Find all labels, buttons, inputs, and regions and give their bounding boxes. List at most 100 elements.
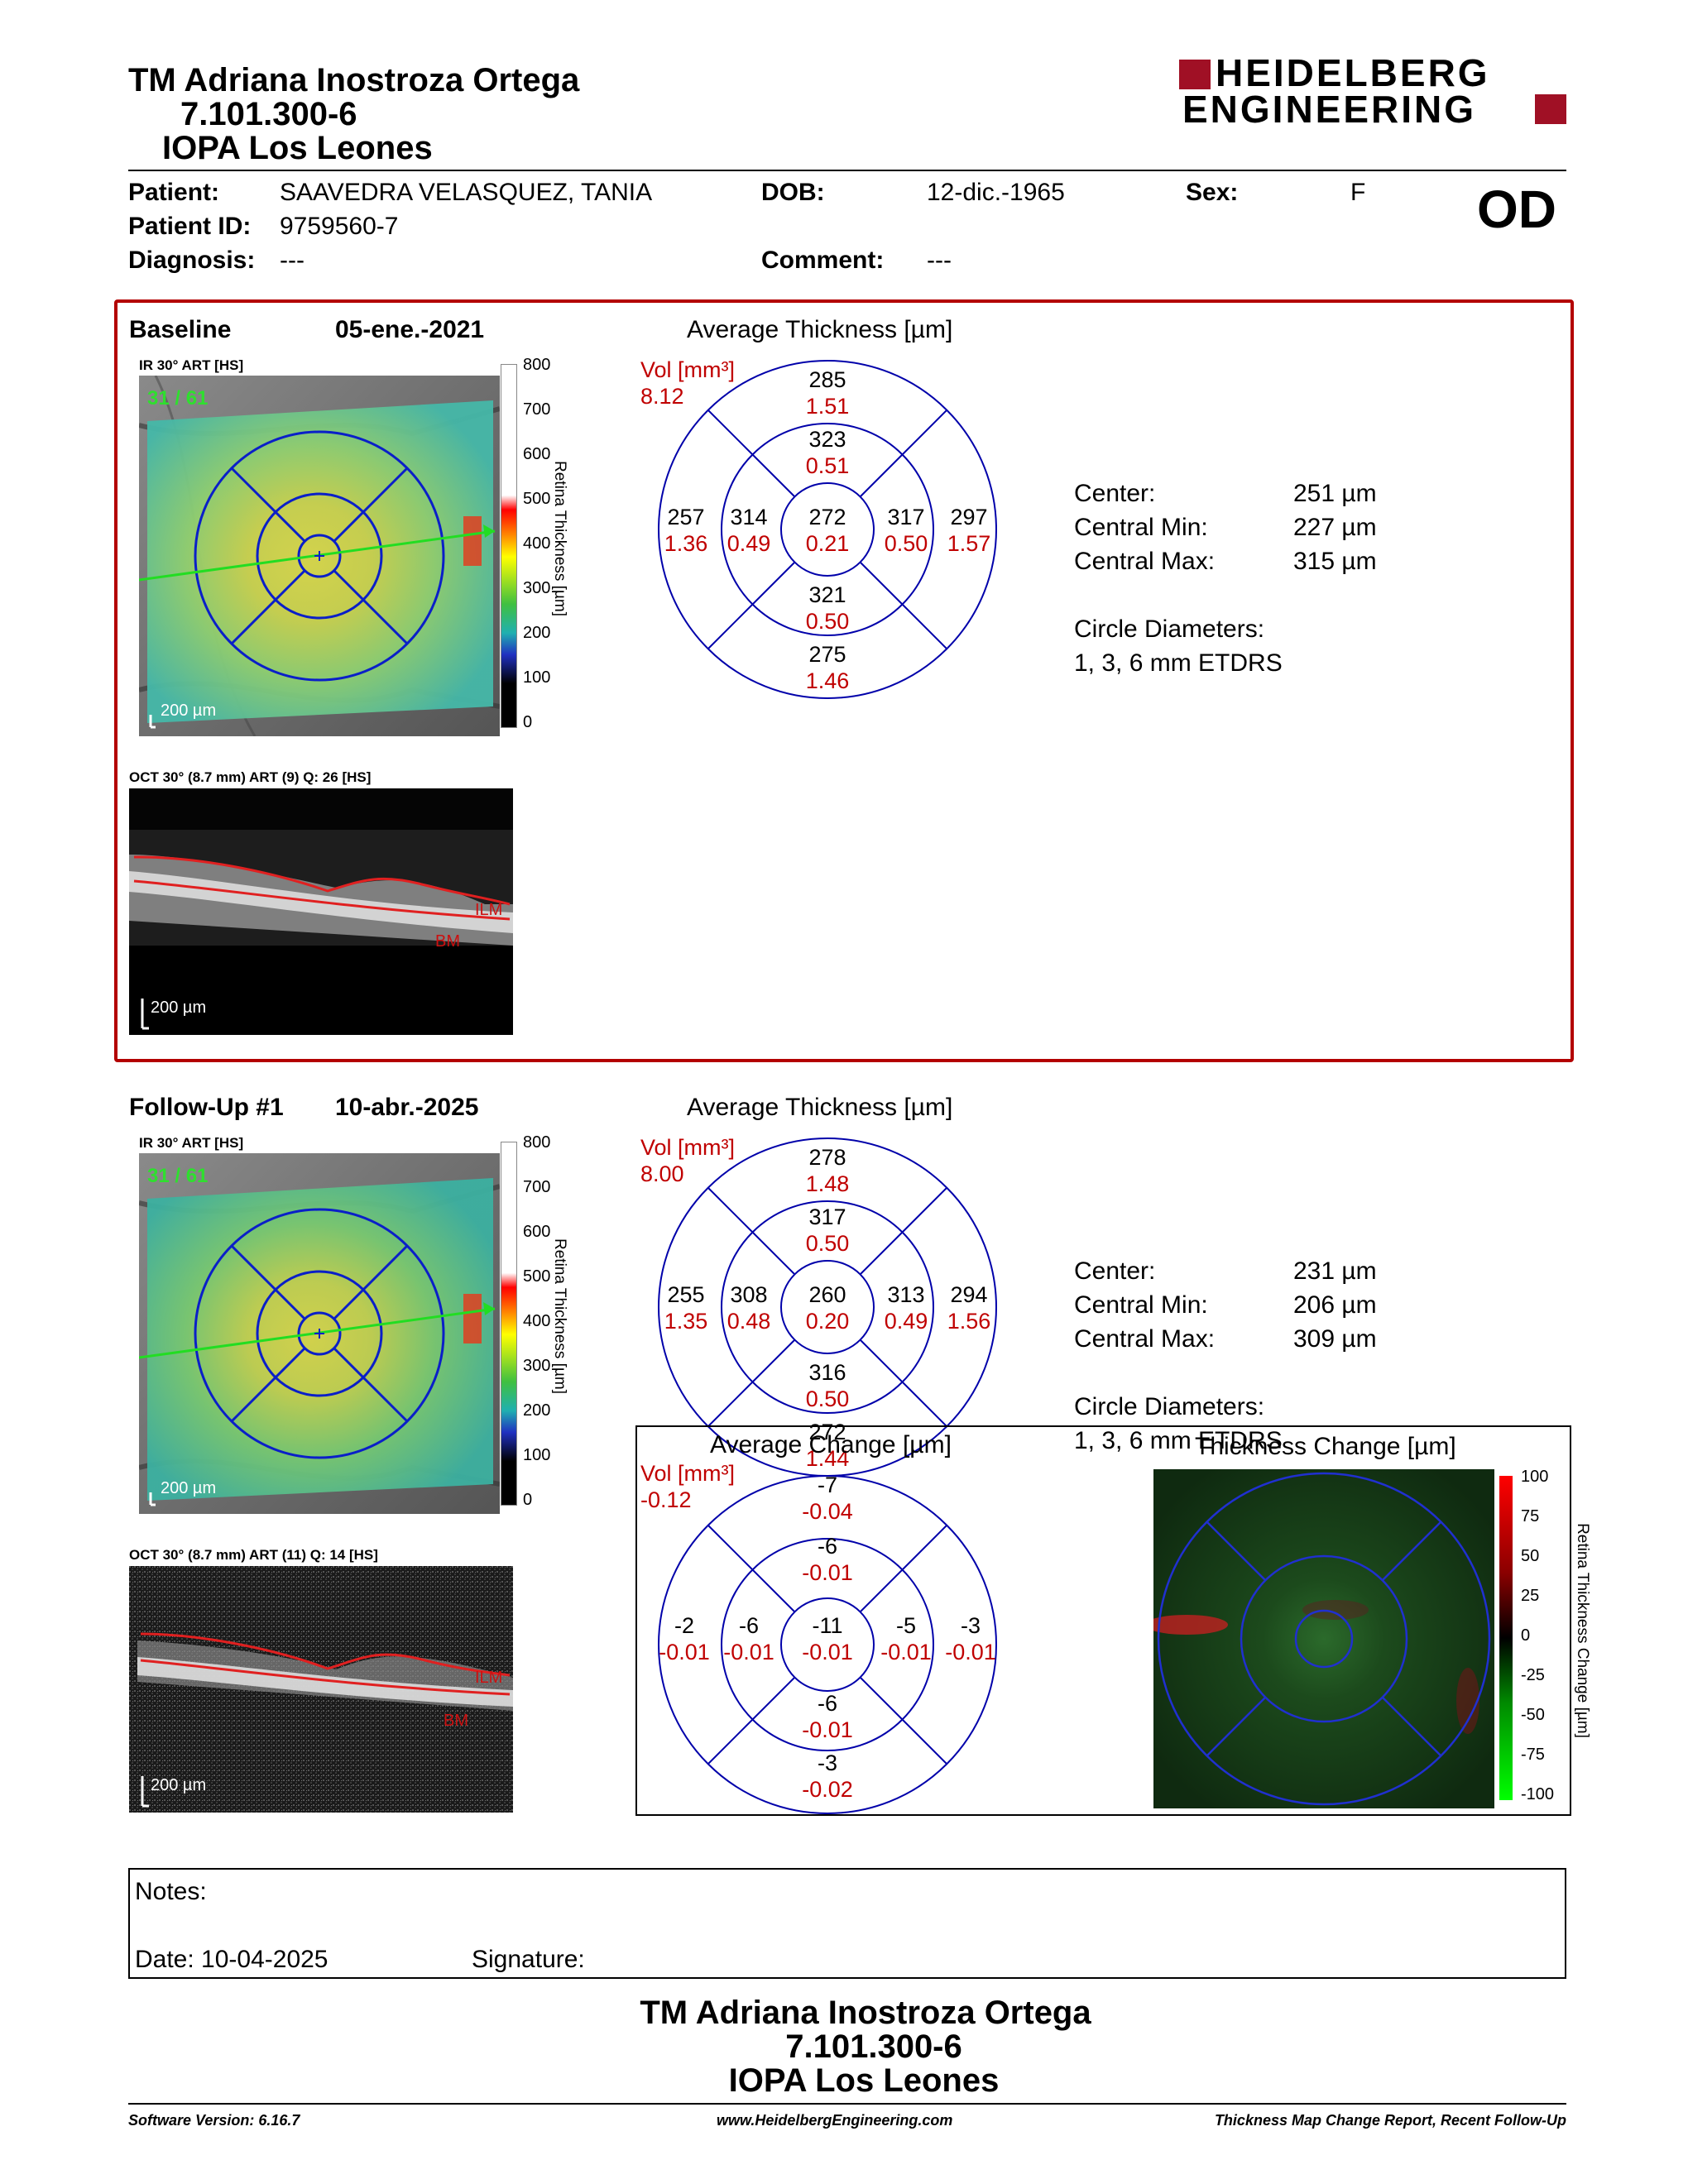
notes-label: Notes:: [135, 1878, 207, 1905]
grid-outer-top-volume: -0.04: [802, 1499, 853, 1524]
change-colorbar-title: Retina Thickness Change [µm]: [1574, 1523, 1591, 1738]
grid-outer-bottom-thickness: 275: [808, 642, 846, 667]
grid-inner-left-volume: 0.48: [727, 1309, 771, 1334]
baseline-colorbar: [501, 364, 517, 728]
cb-tick: 600: [523, 445, 551, 463]
sex-value: F: [1350, 179, 1366, 206]
grid-outer-bottom-thickness: -3: [817, 1751, 837, 1775]
followup-oct-image: ILM BM 200 µm: [129, 1566, 513, 1813]
change-vol-label: Vol [mm³]: [640, 1461, 736, 1486]
report-type: Thickness Map Change Report, Recent Foll…: [1214, 2112, 1566, 2129]
grid-inner-top-volume: -0.01: [802, 1560, 853, 1585]
grid-outer-top-volume: 1.51: [805, 394, 850, 419]
change-etdrs-grid: Vol [mm³] -0.12 -7 -0.04 -6 -0.01 -2 -0.…: [640, 1456, 1009, 1820]
followup-etdrs-grid: Vol [mm³] 8.00 278 1.48 317 0.50 255 1.3…: [640, 1125, 1009, 1489]
grid-inner-right-volume: 0.49: [884, 1309, 928, 1334]
grid-inner-top-volume: 0.51: [805, 453, 850, 478]
cb-tick: 700: [523, 400, 551, 419]
followup-title: Follow-Up #1: [129, 1094, 284, 1121]
followup-colorbar-title: Retina Thickness [µm]: [551, 1238, 568, 1394]
grid-outer-right-volume: 1.56: [947, 1309, 991, 1334]
diagnosis-label: Diagnosis:: [128, 247, 256, 274]
baseline-bm-label: BM: [435, 932, 460, 951]
cb-tick: 700: [523, 1178, 551, 1196]
grid-inner-left-volume: 0.49: [727, 531, 771, 556]
cb-tick: 500: [523, 490, 551, 508]
patient-name: SAAVEDRA VELASQUEZ, TANIA: [280, 179, 653, 206]
notes-box: [128, 1868, 1566, 1979]
baseline-ir-label: IR 30° ART [HS]: [139, 357, 244, 373]
chg-tick: -50: [1521, 1706, 1545, 1724]
cb-tick: 500: [523, 1267, 551, 1286]
followup-ir-label: IR 30° ART [HS]: [139, 1135, 244, 1151]
followup-date: 10-abr.-2025: [335, 1094, 479, 1121]
chg-tick: 75: [1521, 1507, 1540, 1525]
cb-tick: 0: [523, 1491, 533, 1509]
grid-inner-right-thickness: -5: [895, 1613, 916, 1638]
grid-inner-bottom-thickness: 321: [808, 582, 846, 607]
cb-tick: 300: [523, 1357, 551, 1375]
cb-tick: 600: [523, 1223, 551, 1241]
grid-inner-top-thickness: 317: [808, 1205, 846, 1229]
baseline-central-min-label: Central Min:: [1074, 514, 1208, 541]
grid-outer-left-volume: 1.36: [664, 531, 708, 556]
footer-center: IOPA Los Leones: [728, 2062, 1000, 2099]
cb-tick: 100: [523, 1446, 551, 1464]
cb-tick: 400: [523, 534, 551, 553]
dob-value: 12-dic.-1965: [927, 179, 1065, 206]
patient-label: Patient:: [128, 179, 220, 206]
change-avg-title: Average Change [µm]: [710, 1431, 952, 1458]
baseline-title: Baseline: [129, 316, 232, 343]
grid-inner-bottom-volume: -0.01: [802, 1717, 853, 1742]
footer-id-number: 7.101.300-6: [785, 2028, 962, 2065]
followup-colorbar-ticks: 800 700 600 500 400 300 200 100 0: [523, 1133, 564, 1514]
grid-outer-top-thickness: -7: [817, 1473, 837, 1497]
header-id-number: 7.101.300-6: [180, 96, 357, 132]
followup-central-min-value: 206 µm: [1293, 1291, 1377, 1319]
baseline-avg-title: Average Thickness [µm]: [687, 316, 953, 343]
grid-inner-left-thickness: 308: [730, 1282, 768, 1307]
grid-center-thickness: -11: [812, 1613, 843, 1638]
followup-central-max-label: Central Max:: [1074, 1325, 1216, 1353]
baseline-circle-label: Circle Diameters:: [1074, 615, 1265, 643]
baseline-frame: [114, 299, 1574, 1062]
grid-outer-bottom-volume: 1.46: [805, 668, 850, 693]
grid-inner-bottom-volume: 0.50: [805, 609, 850, 634]
software-version: Software Version: 6.16.7: [128, 2112, 300, 2129]
grid-center-volume: -0.01: [802, 1640, 853, 1664]
baseline-oct-image: ILM BM 200 µm: [129, 788, 513, 1035]
header-center: IOPA Los Leones: [162, 130, 433, 166]
grid-outer-left-volume: 1.35: [664, 1309, 708, 1334]
baseline-date: 05-ene.-2021: [335, 316, 485, 343]
signature-label: Signature:: [472, 1946, 585, 1973]
grid-outer-left-thickness: -2: [674, 1613, 694, 1638]
followup-center-value: 231 µm: [1293, 1257, 1377, 1285]
grid-outer-top-volume: 1.48: [805, 1171, 850, 1196]
grid-inner-top-volume: 0.50: [805, 1231, 850, 1256]
grid-outer-left-volume: -0.01: [659, 1640, 710, 1664]
followup-colorbar: [501, 1142, 517, 1506]
change-colorbar-ticks: 100 75 50 25 0 -25 -50 -75 -100: [1521, 1468, 1562, 1815]
comment-label: Comment:: [761, 247, 885, 274]
logo-red-block-bottom: [1535, 94, 1566, 124]
baseline-center-label: Center:: [1074, 480, 1156, 507]
baseline-ir-scale: 200 µm: [161, 702, 217, 720]
chg-tick: -25: [1521, 1666, 1545, 1684]
cb-tick: 400: [523, 1312, 551, 1330]
grid-inner-left-thickness: 314: [730, 505, 768, 529]
website-link[interactable]: www.HeidelbergEngineering.com: [717, 2112, 953, 2129]
baseline-center-value: 251 µm: [1293, 480, 1377, 507]
grid-outer-top-thickness: 285: [808, 367, 846, 392]
followup-central-max-value: 309 µm: [1293, 1325, 1377, 1353]
grid-center-volume: 0.21: [805, 531, 850, 556]
grid-center-thickness: 272: [808, 505, 846, 529]
grid-inner-top-thickness: -6: [817, 1534, 837, 1559]
grid-center-thickness: 260: [808, 1282, 846, 1307]
followup-vol-label: Vol [mm³]: [640, 1135, 736, 1160]
grid-center-volume: 0.20: [805, 1309, 850, 1334]
grid-inner-right-volume: 0.50: [884, 531, 928, 556]
grid-outer-left-thickness: 257: [667, 505, 705, 529]
patient-id-value: 9759560-7: [280, 213, 399, 240]
grid-inner-right-thickness: 317: [887, 505, 925, 529]
grid-inner-top-thickness: 323: [808, 427, 846, 452]
